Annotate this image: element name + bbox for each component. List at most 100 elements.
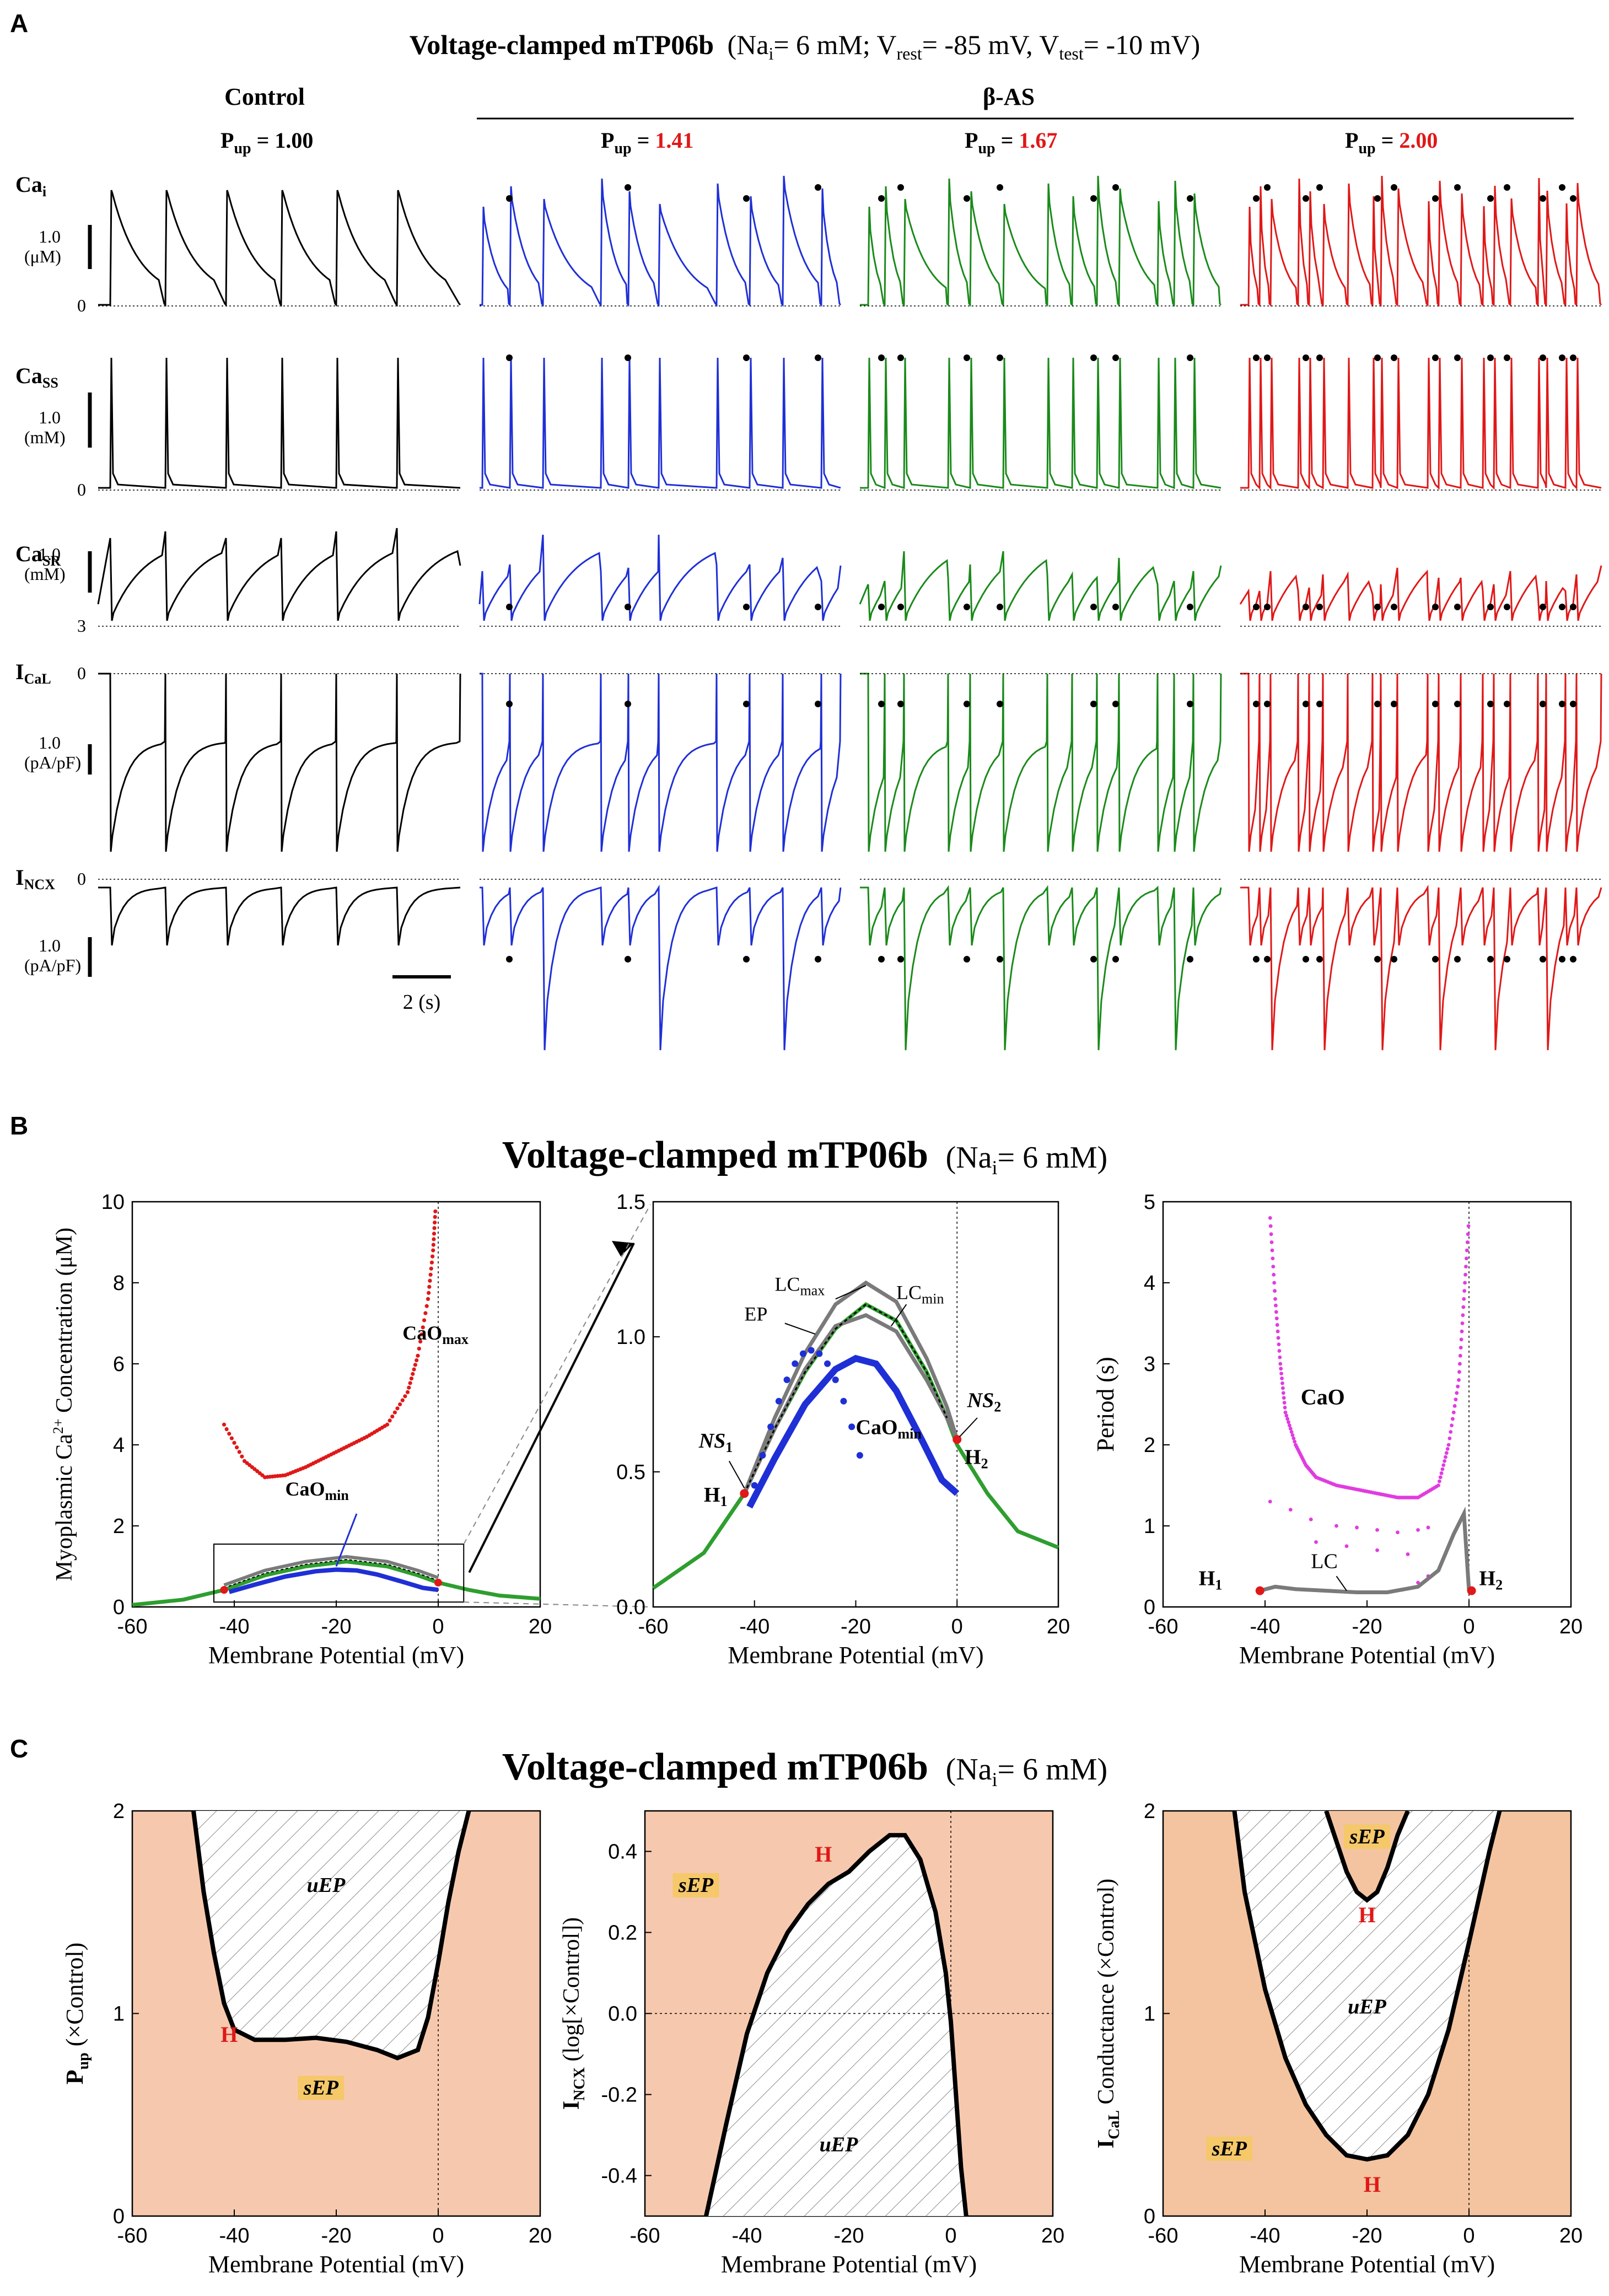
trace-cai-col1	[480, 175, 842, 307]
ead-dot-incx	[897, 956, 904, 963]
ns2-pointer	[959, 1417, 978, 1437]
ead-dot-cai	[997, 184, 1003, 191]
cao-period-point	[1457, 1378, 1461, 1382]
ep-curve	[132, 1560, 541, 1607]
x-axis-label: Membrane Potential (mV)	[1239, 2251, 1495, 2278]
ep-unstable-zoom	[744, 1303, 948, 1494]
y-tick-label: 0	[113, 1596, 125, 1619]
ead-dot-cass	[1540, 354, 1546, 361]
trace-cai-col2	[860, 175, 1222, 307]
cao-period-point	[1290, 1433, 1295, 1437]
ead-dot-ical	[1112, 701, 1119, 707]
ead-dot-casr	[1316, 604, 1323, 610]
ead-dot-incx	[1487, 956, 1494, 963]
ead-dot-cai	[878, 195, 885, 202]
cao-min-point-zoom	[792, 1360, 799, 1367]
panel-b-label: B	[10, 1111, 28, 1140]
y-axis-label-b1: Myoplasmic Ca2+ Concentration (μM)	[50, 1228, 77, 1582]
ead-dot-casr	[897, 604, 904, 610]
ead-dot-cass	[743, 354, 750, 361]
ead-dot-cass	[1090, 354, 1097, 361]
ead-dot-incx	[1559, 956, 1565, 963]
x-tick-label: -60	[117, 1615, 148, 1638]
cao-period-point	[1277, 1349, 1282, 1353]
cao-max-point	[237, 1450, 241, 1454]
hopf-boundary-outer	[1232, 1811, 1502, 2162]
ead-dot-ical	[897, 701, 904, 707]
cao-min-point-zoom	[832, 1376, 839, 1383]
cao-period-point	[1293, 1439, 1297, 1444]
cao-period-point	[1438, 1475, 1443, 1480]
ead-dot-incx	[1454, 956, 1461, 963]
cao-min-point-zoom	[767, 1423, 774, 1431]
ead-dot-casr	[1253, 604, 1260, 610]
cao-max-point	[409, 1376, 414, 1381]
hopf-boundary	[704, 1833, 968, 2216]
ead-dot-ical	[1253, 701, 1260, 707]
cao-max-point	[428, 1278, 432, 1283]
cao-period-point	[1447, 1436, 1452, 1440]
hopf-boundary	[191, 1811, 471, 2061]
label-h: H	[220, 2022, 238, 2047]
y-tick-label: 6	[113, 1353, 125, 1376]
ead-dot-ical	[1454, 701, 1461, 707]
cao-period-point	[1291, 1436, 1296, 1440]
cao-period-point	[1416, 1528, 1420, 1532]
cao-period-point	[1444, 1455, 1447, 1459]
cao-max-point	[395, 1406, 400, 1411]
ead-dot-incx	[1374, 956, 1381, 963]
cao-max-point	[413, 1363, 417, 1367]
cao-period-point	[1271, 1256, 1275, 1261]
ead-dot-cass	[1187, 354, 1193, 361]
trace-cass-col0	[98, 357, 461, 489]
scale-unit-2: (mM)	[24, 564, 66, 584]
ead-dot-incx	[1090, 956, 1097, 963]
ead-dot-casr	[1487, 604, 1494, 610]
y-tick-label: 1.5	[616, 1191, 645, 1214]
axes-C3: -60 -40 -20 0 20 0 1 2 Membrane Potential (mV) sE…	[1094, 1800, 1583, 2278]
x-axis-label: Membrane Potential (mV)	[208, 2251, 464, 2278]
zero-label-4: 0	[77, 869, 86, 889]
lc-pointer	[1336, 1576, 1347, 1591]
cao-period-point	[1279, 1372, 1284, 1376]
cao-max-point	[428, 1272, 433, 1277]
y-tick-label: 2	[1144, 1800, 1155, 1823]
cao-max-point	[240, 1454, 244, 1459]
x-tick-label: -20	[834, 2224, 864, 2247]
ead-dot-casr	[1090, 604, 1097, 610]
cao-max-point	[429, 1266, 433, 1271]
ead-dot-casr	[1374, 604, 1381, 610]
ead-dot-cai	[506, 195, 513, 202]
cao-period-point	[1283, 1410, 1288, 1415]
cao-period-point	[1457, 1370, 1461, 1374]
y-tick-label: 0.4	[608, 1841, 637, 1864]
pup-label-3: Pup = 2.00	[1345, 128, 1438, 157]
ead-dot-cass	[1112, 354, 1119, 361]
ead-dot-incx	[997, 956, 1003, 963]
trace-incx-col2	[860, 885, 1222, 1051]
ead-dot-cai	[1374, 195, 1381, 202]
cao-max-point	[433, 1214, 437, 1219]
x-tick-label: -40	[739, 1615, 769, 1638]
cao-max-point	[385, 1422, 390, 1427]
trace-casr-col1	[478, 534, 842, 621]
label-cao-min-zoom: CaOmin	[856, 1416, 922, 1442]
cao-period-point	[1289, 1430, 1294, 1434]
ead-dot-cass	[1487, 354, 1494, 361]
cao-period-point	[1277, 1342, 1281, 1347]
cao-min-point-zoom	[783, 1376, 790, 1383]
row-label-1: CaSS	[15, 363, 58, 391]
ead-dot-incx	[1570, 956, 1576, 963]
trace-ical-col3	[1240, 673, 1602, 852]
cao-period-point	[1459, 1346, 1463, 1350]
ead-dot-ical	[1264, 701, 1271, 707]
trace-ical-col2	[860, 673, 1222, 852]
cao-max-point	[408, 1381, 412, 1385]
h2-marker-zoom	[953, 1435, 962, 1444]
cao-min-curve	[228, 1567, 439, 1594]
cao-max-point	[417, 1346, 421, 1351]
label-h: H	[815, 1842, 832, 1867]
y-tick-label: 10	[101, 1191, 125, 1214]
ead-dot-cass	[1504, 354, 1510, 361]
cao-period-point	[1463, 1281, 1467, 1285]
